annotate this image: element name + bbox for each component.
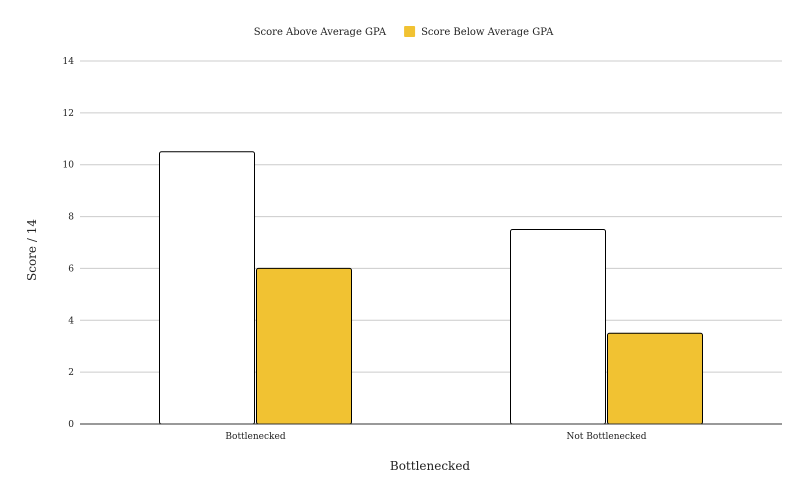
bar-below-average-not-bottlenecked (607, 332, 703, 425)
y-tick-label: 8 (68, 213, 74, 223)
y-tick-label: 14 (63, 57, 75, 67)
bar-above-average-bottlenecked (159, 151, 255, 425)
legend-swatch (404, 26, 416, 37)
y-tick-label: 6 (68, 264, 74, 274)
y-tick-label: 4 (68, 316, 74, 326)
x-axis-title: Bottlenecked (390, 459, 471, 473)
y-tick-label: 2 (68, 368, 74, 378)
legend-label: Score Above Average GPA (254, 27, 387, 38)
y-tick-label: 12 (63, 109, 74, 119)
y-axis-title: Score / 14 (25, 219, 39, 281)
legend: Score Above Average GPA Score Below Avera… (254, 26, 554, 38)
bar-below-average-bottlenecked (256, 267, 352, 425)
y-tick-label: 10 (63, 161, 75, 171)
x-tick-label: Bottlenecked (225, 432, 285, 442)
bars (159, 151, 703, 425)
legend-label: Score Below Average GPA (421, 27, 554, 38)
x-axis-tick-labels: Bottlenecked Not Bottlenecked (225, 432, 646, 442)
x-tick-label: Not Bottlenecked (567, 432, 647, 442)
y-tick-label: 0 (68, 420, 74, 430)
bar-above-average-not-bottlenecked (510, 229, 606, 425)
y-axis-tick-labels: 0 2 4 6 8 10 12 14 (63, 57, 75, 430)
